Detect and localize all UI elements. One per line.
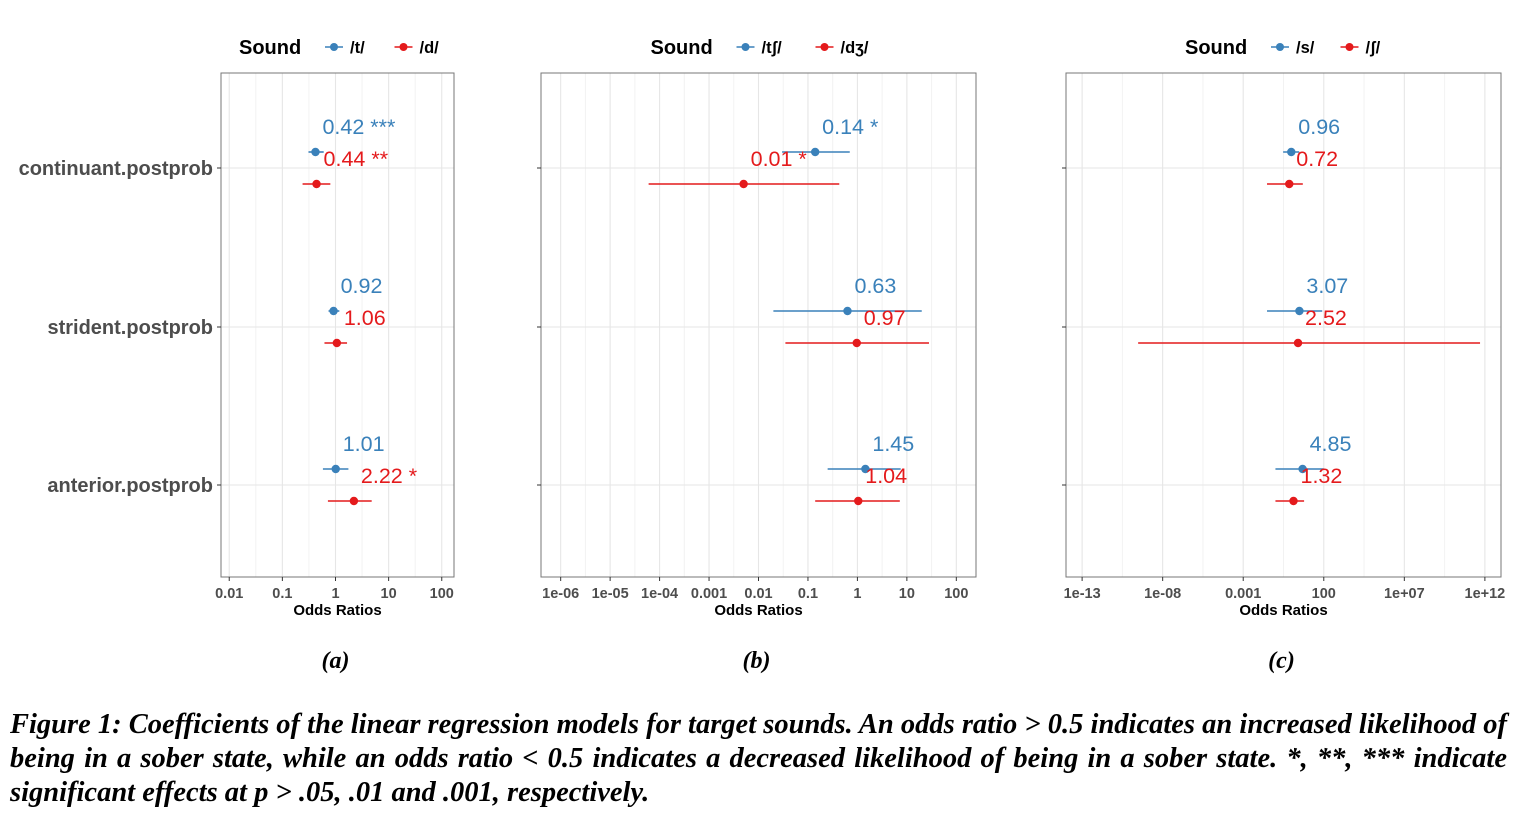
legend-label: /tʃ/ xyxy=(762,39,783,57)
estimate-point xyxy=(843,306,852,316)
estimate-label: 4.85 xyxy=(1310,432,1352,456)
estimate-label: 1.04 xyxy=(865,464,907,488)
legend-label: /dʒ/ xyxy=(841,39,869,57)
estimate-label: 2.22 * xyxy=(361,464,418,488)
estimate-label: 0.01 * xyxy=(751,147,808,171)
legend-key-dot xyxy=(330,43,338,51)
legend-key-dot xyxy=(1345,43,1354,51)
panel-label: (b) xyxy=(743,648,771,674)
legend-label: /s/ xyxy=(1296,39,1315,57)
x-tick-label: 1e-05 xyxy=(592,586,629,602)
x-tick-label: 1 xyxy=(331,586,339,602)
panel-border xyxy=(1065,72,1502,578)
x-axis-title: Odds Ratios xyxy=(293,602,381,619)
legend-label: /ʃ/ xyxy=(1366,39,1381,57)
estimate-point xyxy=(1298,464,1307,474)
panel-label: (c) xyxy=(1268,648,1295,674)
x-tick-label: 100 xyxy=(1312,586,1336,602)
estimate-point xyxy=(739,179,748,189)
estimate-point xyxy=(1289,496,1298,506)
estimate-label: 0.63 xyxy=(854,274,896,298)
legend-key-dot xyxy=(741,43,750,51)
panel-border xyxy=(220,72,455,578)
x-tick-label: 1e-08 xyxy=(1144,586,1181,602)
legend-title: Sound xyxy=(651,37,713,59)
estimate-point xyxy=(332,338,342,348)
figure-charts: continuant.postprob strident.postprob ante… xyxy=(19,37,1506,674)
estimate-label: 0.92 xyxy=(341,274,383,298)
category-label: strident.postprob xyxy=(47,317,213,339)
legend-title: Sound xyxy=(239,37,301,59)
legend-key-dot xyxy=(1276,43,1284,51)
estimate-point xyxy=(854,496,863,506)
x-tick-label: 100 xyxy=(944,586,968,602)
legend-label: /d/ xyxy=(420,39,440,57)
x-tick-label: 0.1 xyxy=(272,586,292,602)
x-tick-label: 0.1 xyxy=(798,586,818,602)
estimate-point xyxy=(331,464,340,474)
estimate-label: 1.45 xyxy=(872,432,914,456)
x-tick-label: 1e-13 xyxy=(1064,586,1101,602)
estimate-label: 0.96 xyxy=(1298,115,1340,139)
estimate-point xyxy=(312,179,321,189)
estimate-point xyxy=(810,147,820,157)
estimate-label: 2.52 xyxy=(1305,306,1347,330)
legend-label: /t/ xyxy=(350,39,365,57)
legend-title: Sound xyxy=(1185,37,1247,59)
category-label: continuant.postprob xyxy=(19,158,213,180)
x-tick-label: 0.001 xyxy=(1225,586,1261,602)
x-tick-label: 0.01 xyxy=(744,586,772,602)
legend-key-dot xyxy=(399,43,408,51)
x-tick-label: 10 xyxy=(381,586,397,602)
x-tick-label: 10 xyxy=(899,586,915,602)
estimate-label: 0.14 * xyxy=(822,115,879,139)
x-axis-title: Odds Ratios xyxy=(714,602,802,619)
legend: Sound/t/ /d/ xyxy=(239,37,439,59)
estimate-point xyxy=(1293,338,1303,348)
estimate-label: 0.44 ** xyxy=(324,147,389,171)
estimate-point xyxy=(329,306,338,316)
estimate-label: 1.06 xyxy=(344,306,386,330)
estimate-label: 0.72 xyxy=(1296,147,1338,171)
figure-caption: Figure 1: Coefficients of the linear reg… xyxy=(10,709,1507,808)
x-tick-label: 100 xyxy=(430,586,454,602)
estimate-point xyxy=(1295,306,1304,316)
estimate-label: 0.42 *** xyxy=(322,115,396,139)
x-tick-label: 0.01 xyxy=(215,586,243,602)
x-tick-label: 1e-06 xyxy=(542,586,579,602)
estimate-label: 1.01 xyxy=(343,432,385,456)
estimate-point xyxy=(1287,147,1296,157)
x-tick-label: 1e+07 xyxy=(1384,586,1425,602)
estimate-point xyxy=(1285,179,1294,189)
estimate-point xyxy=(311,147,320,157)
x-tick-label: 0.001 xyxy=(691,586,727,602)
legend: Sound/s/ /ʃ/ xyxy=(1185,37,1381,59)
x-tick-label: 1 xyxy=(853,586,861,602)
estimate-label: 0.97 xyxy=(864,306,906,330)
estimate-point xyxy=(349,496,359,506)
estimate-point xyxy=(861,464,870,474)
x-tick-label: 1e-04 xyxy=(641,586,678,602)
legend: Sound/tʃ/ /dʒ/ xyxy=(651,37,869,59)
x-axis-title: Odds Ratios xyxy=(1239,602,1327,619)
category-label: anterior.postprob xyxy=(47,475,213,497)
panel-label: (a) xyxy=(322,648,350,674)
estimate-label: 1.32 xyxy=(1300,464,1342,488)
estimate-label: 3.07 xyxy=(1306,274,1348,298)
x-tick-label: 1e+12 xyxy=(1465,586,1506,602)
legend-key-dot xyxy=(820,43,829,51)
estimate-point xyxy=(852,338,861,348)
